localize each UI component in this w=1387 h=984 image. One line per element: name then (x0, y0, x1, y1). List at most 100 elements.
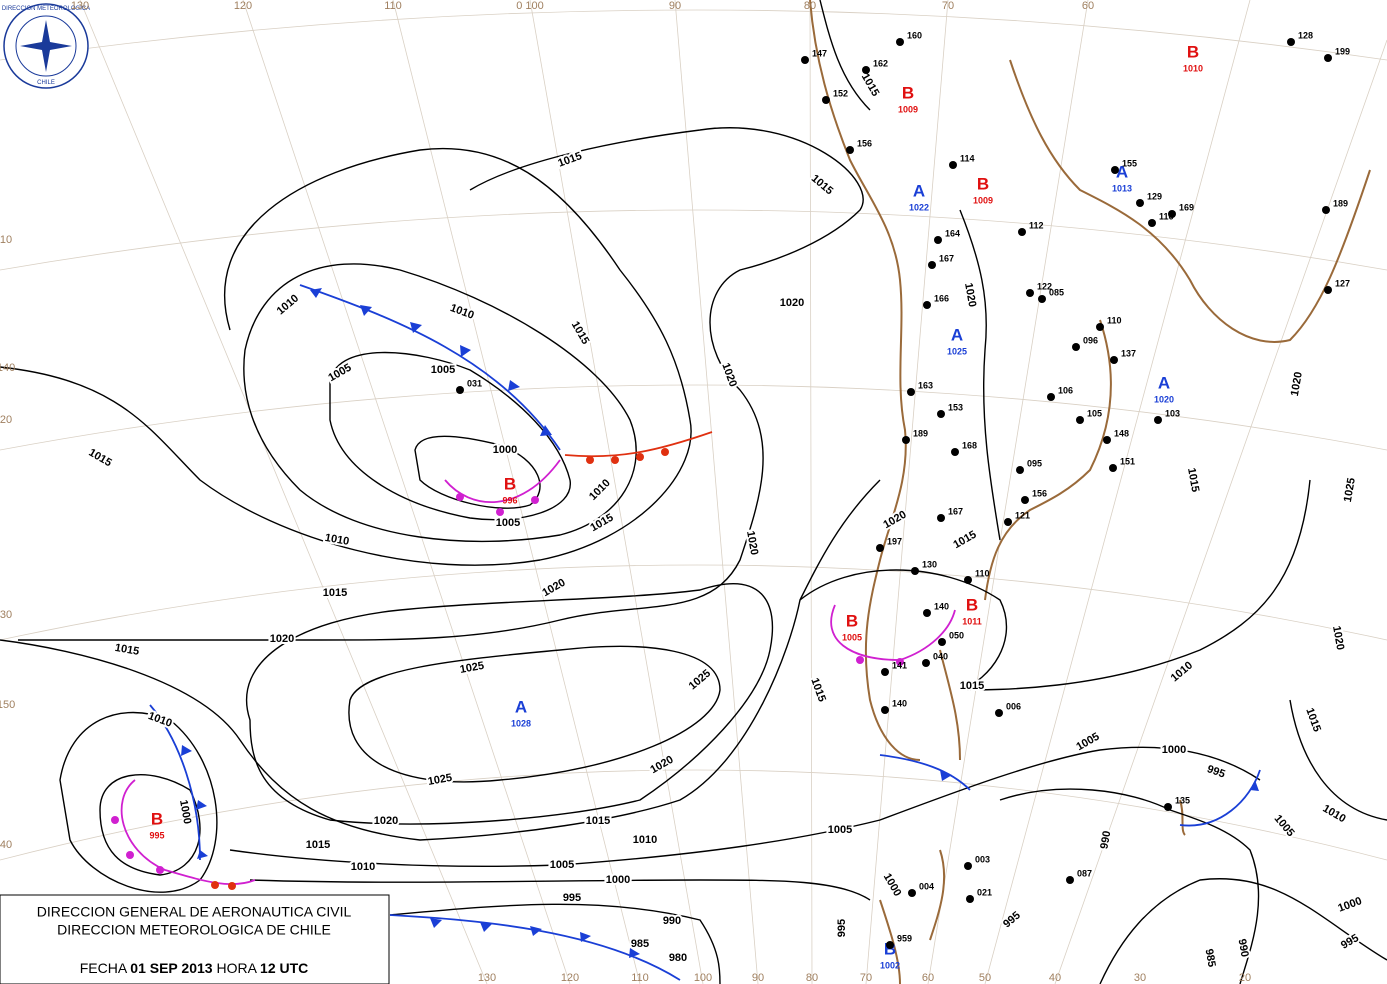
station-dot (923, 301, 931, 309)
isobar-label: 1005 (1272, 813, 1297, 839)
center-letter: B (977, 174, 989, 193)
station-dot (951, 448, 959, 456)
date-line: FECHA 01 SEP 2013 HORA 12 UTC (80, 960, 309, 976)
isobar-label: 1020 (962, 282, 978, 308)
isobar-label: 1015 (114, 642, 140, 658)
graticule-label: 130 (478, 972, 496, 984)
isobar-label: 1015 (859, 71, 882, 98)
isobar-label: 1000 (881, 871, 904, 898)
date: 01 SEP 2013 (130, 960, 212, 976)
isobar-label: 1025 (1342, 477, 1358, 503)
center-value: 1009 (898, 104, 918, 114)
date-prefix: FECHA (80, 960, 128, 976)
center-value: 1005 (842, 632, 862, 642)
center-letter: B (1187, 42, 1199, 61)
graticule-label: 110 (384, 0, 402, 12)
station-dot (881, 668, 889, 676)
isobar-label: 1015 (86, 447, 113, 470)
station-label: 155 (1122, 158, 1137, 168)
station-dot (1324, 54, 1332, 62)
center-letter: B (504, 474, 516, 493)
center-letter: B (902, 83, 914, 102)
isobar-label: 1000 (1162, 744, 1186, 756)
station-dot (881, 706, 889, 714)
graticule-label: 20 (0, 414, 12, 426)
center-letter: B (966, 595, 978, 614)
station-label: 050 (949, 630, 964, 640)
center-value: 995 (149, 830, 164, 840)
station-label: 105 (1087, 408, 1102, 418)
center-value: 996 (502, 495, 517, 505)
isobar-label: 990 (1098, 830, 1113, 850)
center-letter: A (1158, 373, 1170, 392)
station-label: 129 (1147, 191, 1162, 201)
station-label: 128 (1298, 30, 1313, 40)
isobar-label: 1010 (633, 834, 657, 846)
station-label: 095 (1027, 458, 1042, 468)
isobar-label: 1015 (951, 529, 978, 552)
graticule-label: 90 (752, 972, 764, 984)
station-label: 156 (1032, 488, 1047, 498)
station-dot (1103, 436, 1111, 444)
station-label: 167 (939, 253, 954, 263)
logo: DIRECCION METEOROLOGICA CHILE (2, 3, 90, 89)
center-letter: A (913, 181, 925, 200)
station-label: 003 (975, 854, 990, 864)
graticule-label: 100 (694, 972, 712, 984)
isobar-label: 1020 (1289, 371, 1305, 397)
station-dot (1076, 416, 1084, 424)
station-dot (822, 96, 830, 104)
station-label: 040 (933, 651, 948, 661)
isobar-label: 1010 (324, 532, 350, 548)
station-label: 168 (962, 440, 977, 450)
agency-line: DIRECCION GENERAL DE AERONAUTICA CIVIL (37, 904, 352, 920)
isobar-label: 1015 (1185, 467, 1201, 493)
isobar-label: 1010 (275, 292, 301, 317)
station-dot (964, 862, 972, 870)
station-dot (1021, 496, 1029, 504)
station-dot (801, 56, 809, 64)
hour-prefix: HORA (216, 960, 257, 976)
isobar-label: 1025 (427, 772, 453, 788)
isobar-label: 1020 (1330, 625, 1346, 651)
isobar-label: 1010 (448, 302, 475, 322)
center-value: 1013 (1112, 183, 1132, 193)
station-label: 087 (1077, 868, 1092, 878)
graticule-label: 150 (0, 699, 15, 711)
center-value: 1002 (880, 960, 900, 970)
station-label: 197 (887, 536, 902, 546)
station-label: 199 (1335, 46, 1350, 56)
station-dot (896, 38, 904, 46)
station-label: 110 (975, 568, 990, 578)
graticule-label: 130 (71, 0, 89, 12)
isobar-label: 1015 (588, 512, 615, 535)
graticule-label: 40 (0, 839, 12, 851)
graticule-label: 30 (0, 609, 12, 621)
station-dot (1018, 228, 1026, 236)
agency-line: DIRECCION METEOROLOGICA DE CHILE (57, 922, 331, 938)
station-dot (1287, 38, 1295, 46)
graticule-label: 120 (561, 972, 579, 984)
station-dot (1168, 210, 1176, 218)
station-label: 189 (1333, 198, 1348, 208)
isobar-label: 1020 (648, 754, 675, 777)
station-dot (862, 66, 870, 74)
station-label: 122 (1037, 281, 1052, 291)
station-dot (938, 638, 946, 646)
graticule-label: 60 (1082, 0, 1094, 12)
station-label: 006 (1006, 701, 1021, 711)
graticule-label: 60 (922, 972, 934, 984)
graticule-label: 40 (1049, 972, 1061, 984)
station-dot (934, 236, 942, 244)
station-dot (1096, 323, 1104, 331)
isobar-label: 1015 (323, 587, 347, 599)
graticule-label: 10 (0, 234, 12, 246)
center-value: 1028 (511, 718, 531, 728)
isobar-label: 1020 (780, 297, 804, 309)
graticule-label: 140 (0, 362, 15, 374)
graticule-label: 80 (804, 0, 816, 12)
station-dot (1136, 199, 1144, 207)
station-label: 164 (945, 228, 960, 238)
graticule-label: 110 (631, 972, 649, 984)
